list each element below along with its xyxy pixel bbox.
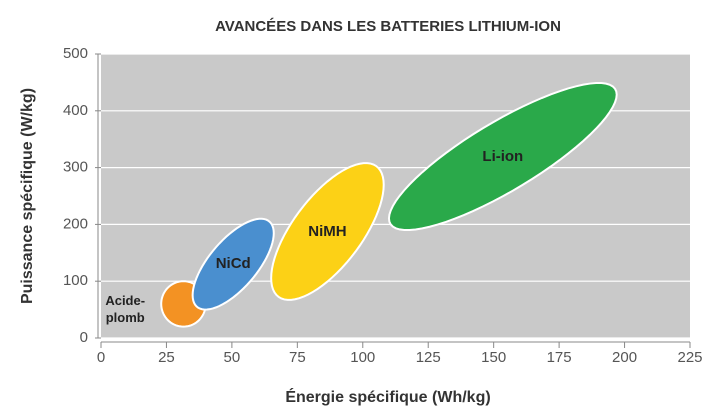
region-label: Li-ion bbox=[482, 147, 524, 165]
x-tick-label: 100 bbox=[350, 349, 375, 366]
x-tick-label: 200 bbox=[612, 349, 637, 366]
x-tick-label: 75 bbox=[289, 349, 306, 366]
y-tick-label: 100 bbox=[63, 272, 88, 289]
region-ellipse bbox=[191, 217, 275, 311]
x-tick-label: 225 bbox=[677, 349, 702, 366]
y-tick-label: 0 bbox=[80, 329, 88, 346]
x-tick-label: 0 bbox=[97, 349, 105, 366]
x-tick-label: 50 bbox=[224, 349, 241, 366]
y-tick-label: 500 bbox=[63, 45, 88, 62]
x-tick-label: 25 bbox=[158, 349, 175, 366]
region-label: NiMH bbox=[308, 222, 347, 240]
y-tick-label: 400 bbox=[63, 102, 88, 119]
region-ellipse bbox=[270, 162, 385, 301]
y-tick-label: 200 bbox=[63, 215, 88, 232]
x-tick-label: 150 bbox=[481, 349, 506, 366]
chart-title: AVANCÉES DANS LES BATTERIES LITHIUM-ION bbox=[215, 18, 561, 35]
x-tick-label: 125 bbox=[416, 349, 441, 366]
x-tick-label: 175 bbox=[547, 349, 572, 366]
region-label: NiCd bbox=[215, 255, 251, 273]
x-axis-title: Énergie spécifique (Wh/kg) bbox=[285, 387, 490, 406]
region-label: Acide-plomb bbox=[105, 292, 146, 325]
region-ellipse bbox=[387, 82, 618, 232]
y-tick-label: 300 bbox=[63, 159, 88, 176]
y-axis-title: Puissance spécifique (W/kg) bbox=[19, 88, 36, 304]
